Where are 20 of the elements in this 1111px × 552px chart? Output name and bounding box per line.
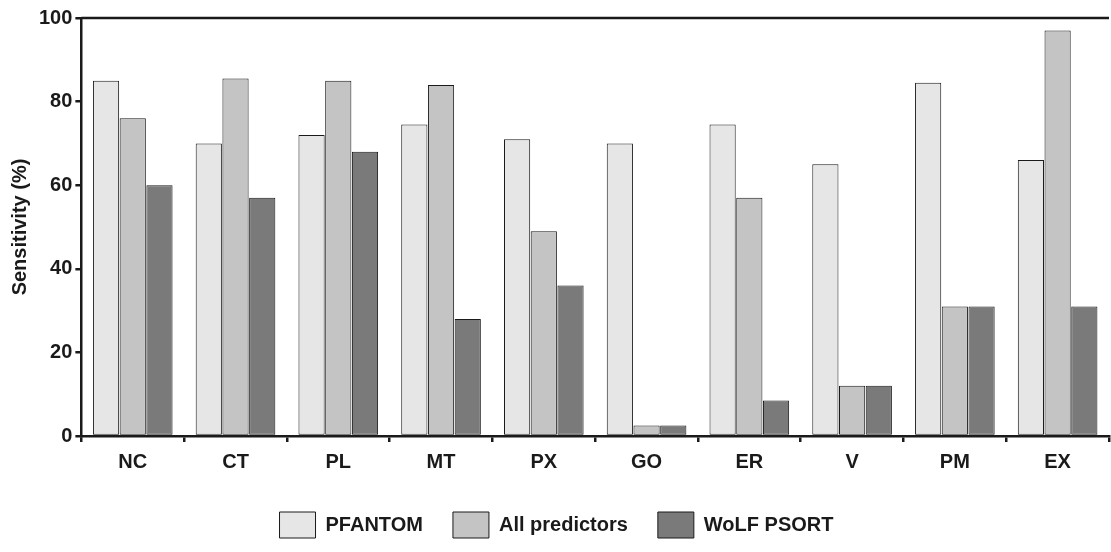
- y-tick-label: 0: [61, 423, 73, 446]
- y-tick-label: 100: [38, 5, 73, 28]
- x-tick-label: GO: [631, 449, 663, 472]
- x-tick-label: V: [845, 449, 860, 472]
- y-axis-title: Sensitivity (%): [7, 158, 30, 296]
- x-tick-label: ER: [735, 449, 764, 472]
- x-tick-label: CT: [222, 449, 249, 472]
- legend-label: All predictors: [498, 512, 628, 535]
- y-tick-label: 20: [50, 339, 73, 362]
- x-tick-label: MT: [426, 449, 456, 472]
- y-tick-label: 80: [50, 89, 73, 112]
- x-tick-label: PM: [939, 449, 970, 472]
- legend-label: PFANTOM: [325, 512, 423, 535]
- x-tick-label: EX: [1044, 449, 1072, 472]
- y-tick-label: 40: [50, 256, 73, 279]
- x-tick-label: PX: [530, 449, 558, 472]
- y-tick-label: 60: [50, 172, 73, 195]
- x-tick-label: PL: [325, 449, 352, 472]
- legend-label: WoLF PSORT: [703, 512, 834, 535]
- x-tick-label: NC: [118, 449, 148, 472]
